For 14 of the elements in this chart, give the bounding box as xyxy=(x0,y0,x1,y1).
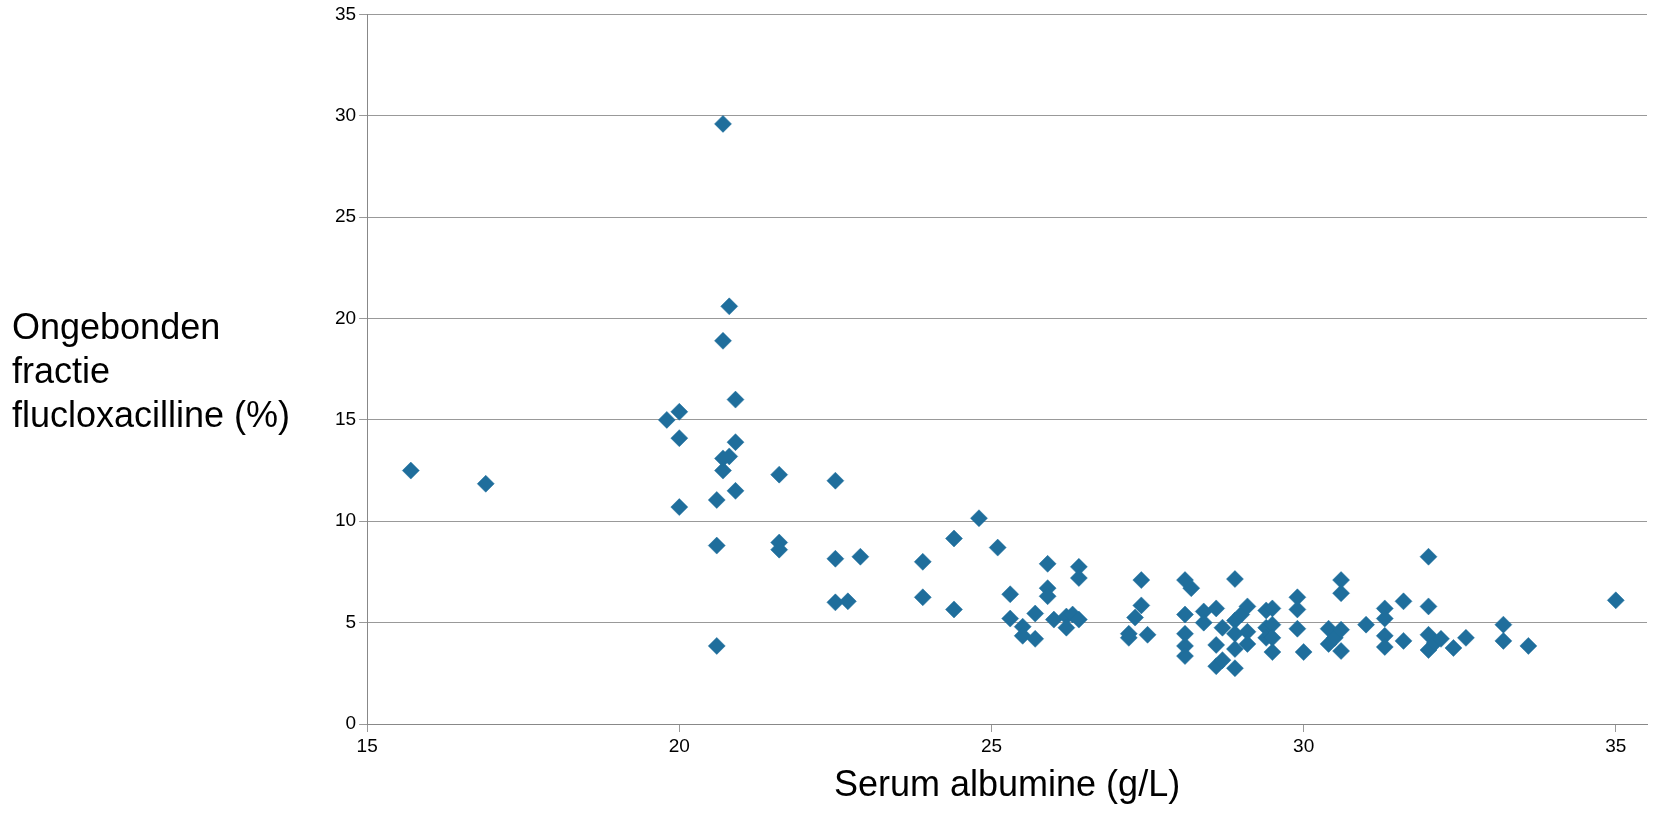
y-tick-label: 5 xyxy=(345,610,357,632)
y-tick-label: 10 xyxy=(334,509,357,531)
y-tick-label: 25 xyxy=(334,205,357,227)
y-axis-title: Ongebonden fractie flucloxacilline (%) xyxy=(12,305,292,437)
y-tick-label: 30 xyxy=(334,104,357,126)
y-tick-label: 20 xyxy=(334,306,357,328)
x-tick-label: 25 xyxy=(980,734,1003,756)
y-tick-label: 35 xyxy=(334,2,357,24)
x-tick-label: 35 xyxy=(1605,734,1627,756)
y-tick-label: 15 xyxy=(334,408,357,430)
x-tick-label: 30 xyxy=(1293,734,1315,756)
y-tick-label: 0 xyxy=(345,712,357,734)
x-tick-label: 20 xyxy=(668,734,690,756)
x-axis-title: Serum albumine (g/L) xyxy=(833,763,1181,805)
